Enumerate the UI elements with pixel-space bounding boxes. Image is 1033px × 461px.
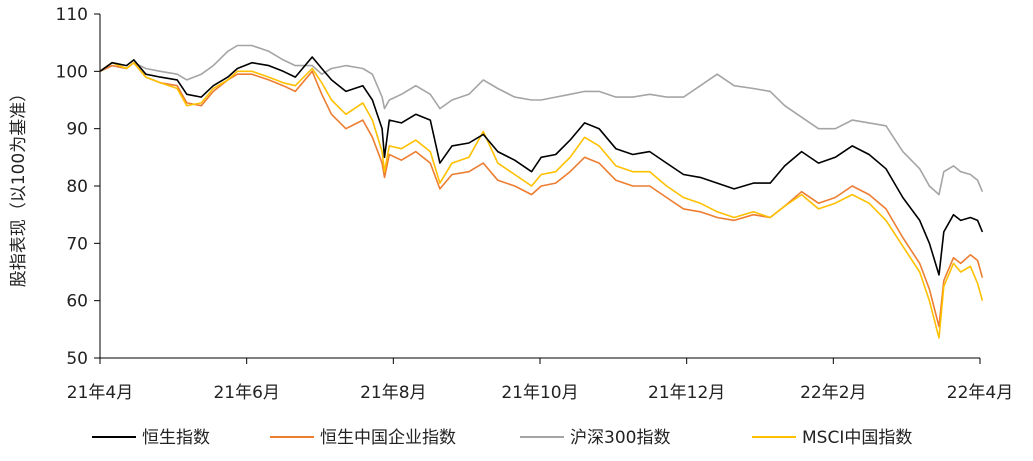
series-line-0	[99, 56, 984, 276]
legend-label-0: 恒生指数	[142, 428, 210, 448]
x-tick-label: 21年12月	[648, 383, 725, 403]
y-tick-label: 60	[66, 292, 88, 312]
x-tick-label: 21年6月	[213, 383, 279, 403]
series-lines	[99, 44, 984, 339]
y-tick-label: 90	[66, 120, 88, 140]
y-tick-label: 110	[56, 5, 88, 25]
x-axis-ticks: 21年4月 21年6月 21年8月 21年10月 21年12月 22年2月 22年4月	[67, 358, 1013, 403]
y-tick-label: 70	[66, 234, 88, 254]
series-line-2	[99, 44, 984, 196]
legend-label-1: 恒生中国企业指数	[320, 428, 456, 448]
y-axis-label: 股指表现（以100为基准）	[9, 85, 29, 287]
legend-label-3: MSCI中国指数	[802, 428, 912, 448]
x-tick-label: 21年8月	[360, 383, 426, 403]
y-tick-label: 80	[66, 177, 88, 197]
legend-label-2: 沪深300指数	[570, 428, 670, 448]
x-tick-label: 21年10月	[501, 383, 578, 403]
x-tick-label: 22年2月	[800, 383, 866, 403]
chart-legend: 恒生指数 恒生中国企业指数 沪深300指数 MSCI中国指数	[92, 428, 912, 448]
x-tick-label: 22年4月	[947, 383, 1013, 403]
y-tick-label: 50	[66, 349, 88, 369]
series-line-1	[99, 61, 984, 328]
y-axis-ticks: 50 60 70 80 90 100 110	[56, 5, 100, 369]
x-tick-label: 21年4月	[67, 383, 133, 403]
chart-axes	[99, 14, 980, 359]
y-tick-label: 100	[56, 62, 88, 82]
series-line-3	[99, 61, 984, 339]
